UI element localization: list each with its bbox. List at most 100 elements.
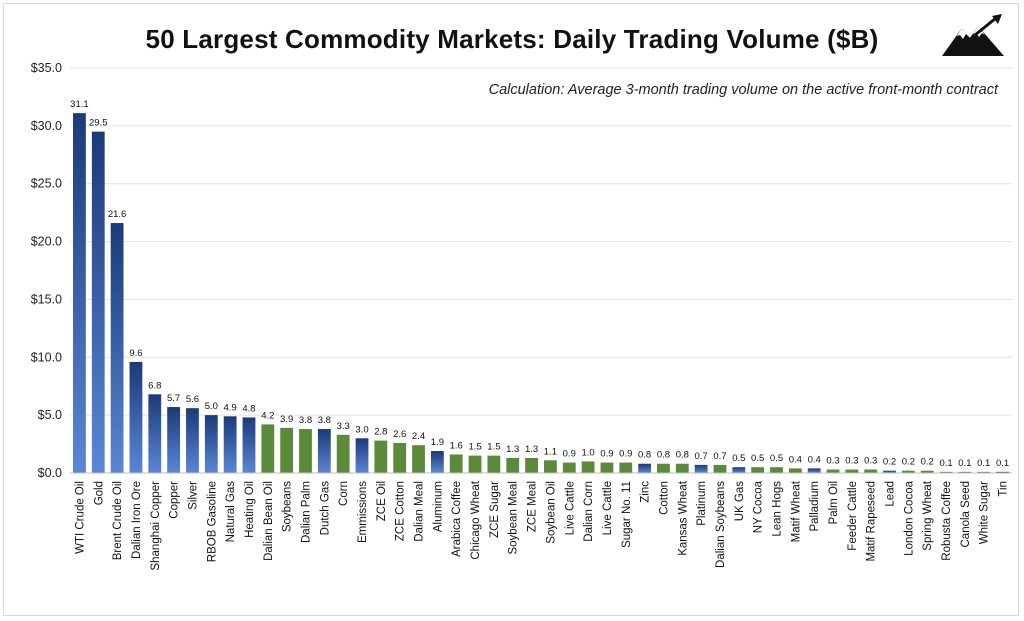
x-tick-label: Platinum xyxy=(696,481,708,526)
bar xyxy=(506,457,520,473)
data-label: 0.8 xyxy=(638,450,651,461)
data-label: 3.8 xyxy=(299,415,312,426)
x-tick-label: Matif Rapeseed xyxy=(866,481,878,562)
data-label: 0.7 xyxy=(713,451,726,462)
bar xyxy=(883,470,896,473)
x-tick-label: Heating Oil xyxy=(244,481,256,538)
bar xyxy=(280,427,294,473)
data-label: 0.2 xyxy=(921,457,934,468)
x-tick-label: London Cocoa xyxy=(903,480,915,555)
y-axis-ticks: $0.0 $5.0 $10.0 $15.0 $20.0 $25.0 $30.0 $35.0 xyxy=(31,61,62,480)
data-label: 1.9 xyxy=(431,437,444,448)
bars xyxy=(73,113,1009,473)
data-label: 1.5 xyxy=(468,442,481,453)
bar xyxy=(299,429,312,473)
x-tick-label: Corn xyxy=(338,481,350,506)
x-tick-label: ZCE Meal xyxy=(527,481,539,532)
x-tick-label: Cotton xyxy=(658,481,670,515)
bar xyxy=(996,471,1009,473)
bar xyxy=(261,424,275,473)
y-tick-label: $15.0 xyxy=(31,292,62,306)
data-label: 0.9 xyxy=(600,449,613,460)
bar xyxy=(430,451,444,473)
x-axis-labels: WTI Crude Oil Gold Brent Crude Oil Dalian I… xyxy=(74,480,1009,570)
data-label: 1.3 xyxy=(506,444,519,455)
data-label: 1.1 xyxy=(544,446,557,457)
x-tick-label: Palm Oil xyxy=(828,481,840,524)
data-label: 5.6 xyxy=(186,394,199,405)
x-tick-label: NY Cocoa xyxy=(753,480,765,533)
bar xyxy=(600,462,614,473)
x-tick-label: Lead xyxy=(885,481,897,507)
bar xyxy=(468,455,482,473)
x-tick-label: Canola Seed xyxy=(960,481,972,548)
bar xyxy=(732,467,746,473)
x-tick-label: Lean Hogs xyxy=(772,481,784,537)
data-label: 4.2 xyxy=(261,410,274,421)
data-label: 0.2 xyxy=(883,457,896,468)
bar xyxy=(449,454,463,473)
bar xyxy=(581,461,595,473)
bar xyxy=(374,440,388,473)
bar xyxy=(864,469,878,473)
x-tick-label: White Sugar xyxy=(979,481,991,544)
x-tick-label: Matif Wheat xyxy=(790,480,802,542)
data-label: 0.5 xyxy=(770,453,783,464)
y-tick-label: $25.0 xyxy=(31,177,62,191)
bar xyxy=(110,223,124,473)
x-tick-label: Aluminum xyxy=(432,481,444,532)
data-label: 0.9 xyxy=(563,449,576,460)
data-label: 0.1 xyxy=(939,458,952,469)
data-label: 1.5 xyxy=(487,442,500,453)
data-label: 1.6 xyxy=(450,440,463,451)
bar xyxy=(487,455,501,473)
x-tick-label: Spring Wheat xyxy=(922,480,934,550)
data-label: 3.9 xyxy=(280,414,293,425)
y-tick-label: $20.0 xyxy=(31,235,62,249)
data-label: 4.9 xyxy=(224,402,237,413)
bar xyxy=(675,463,689,473)
bar xyxy=(807,468,821,473)
x-tick-label: Dalian Bean Oil xyxy=(263,481,275,561)
x-tick-label: Zinc xyxy=(640,481,652,503)
y-tick-label: $35.0 xyxy=(31,61,62,75)
y-tick-label: $30.0 xyxy=(31,119,62,133)
bar xyxy=(826,469,840,473)
bar xyxy=(148,394,162,473)
y-tick-label: $0.0 xyxy=(38,466,62,480)
bar xyxy=(204,415,218,473)
x-tick-label: Arabica Coffee xyxy=(451,481,463,557)
data-label: 6.8 xyxy=(148,380,161,391)
data-label: 3.0 xyxy=(355,424,368,435)
bar xyxy=(920,470,934,473)
data-label: 0.9 xyxy=(619,449,632,460)
x-tick-label: Dalian Soybeans xyxy=(715,481,727,568)
data-label: 0.4 xyxy=(789,454,802,465)
data-label: 2.8 xyxy=(374,427,387,438)
data-label: 4.8 xyxy=(242,403,255,414)
data-labels: 31.129.5 21.6 9.6 6.8 5.7 5.6 5.0 4.9 4.8 4.2 3.9 3… xyxy=(70,99,1009,469)
bar xyxy=(901,470,915,473)
bar xyxy=(562,462,576,473)
bar xyxy=(242,417,256,473)
data-label: 0.4 xyxy=(808,454,821,465)
x-tick-label: Dutch Gas xyxy=(319,481,331,536)
bar xyxy=(525,457,538,473)
data-label: 0.8 xyxy=(676,450,689,461)
x-tick-label: Chicago Wheat xyxy=(470,480,482,559)
data-label: 21.6 xyxy=(108,209,127,220)
data-label: 1.0 xyxy=(581,447,594,458)
y-tick-label: $10.0 xyxy=(31,350,62,364)
bar xyxy=(91,131,105,473)
bar xyxy=(544,460,557,473)
x-tick-label: Robusta Coffee xyxy=(941,481,953,561)
x-tick-label: Soybean Meal xyxy=(508,481,520,555)
bar xyxy=(167,407,181,473)
bar xyxy=(73,113,86,473)
chart-title: 50 Largest Commodity Markets: Daily Trad… xyxy=(145,24,879,54)
data-label: 9.6 xyxy=(129,348,142,359)
bar xyxy=(751,467,765,473)
data-label: 29.5 xyxy=(89,118,108,129)
data-label: 3.8 xyxy=(318,415,331,426)
